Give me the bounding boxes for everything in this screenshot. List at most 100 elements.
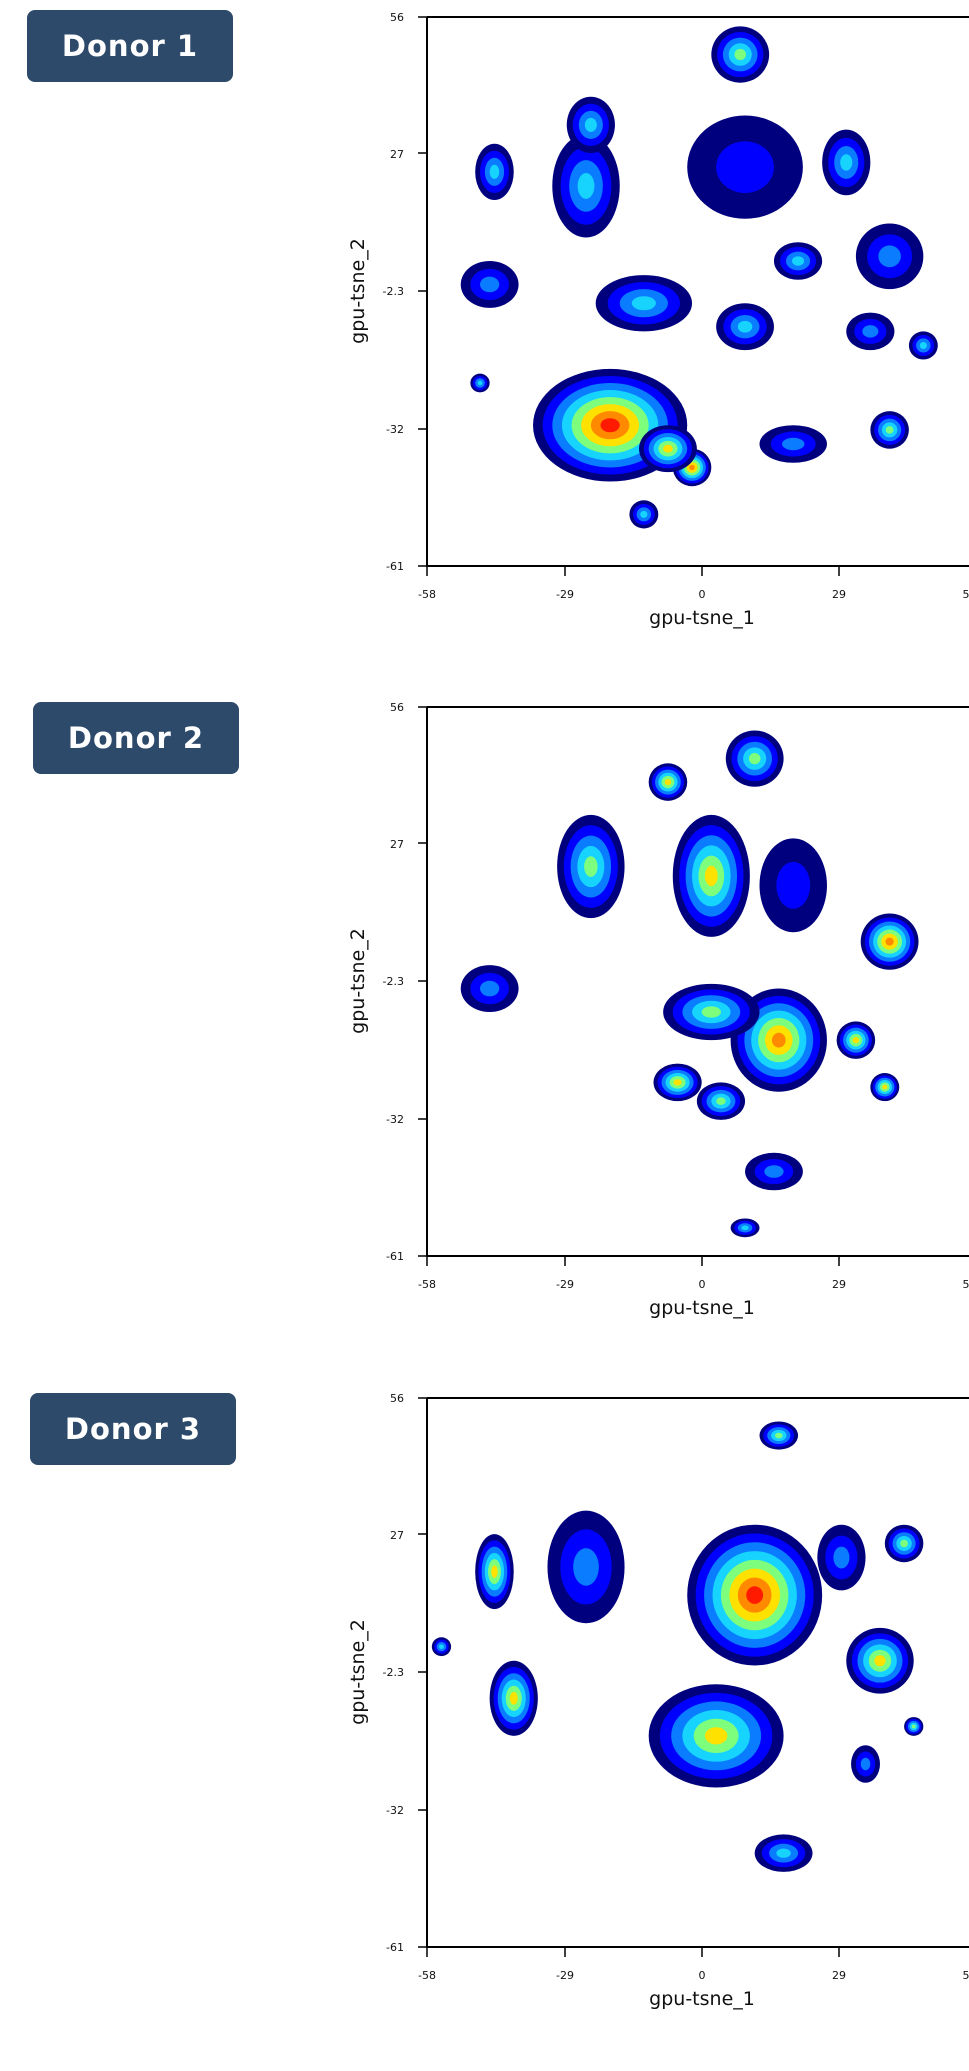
density-contour — [862, 325, 878, 338]
density-cluster — [475, 144, 514, 200]
x-tick-label: 0 — [699, 1969, 706, 1982]
x-tick-label: -29 — [556, 588, 574, 601]
x-tick-label: 29 — [832, 1278, 846, 1291]
y-tick-label: -2.3 — [383, 1666, 404, 1679]
density-cluster — [557, 815, 624, 918]
y-tick-label: -2.3 — [383, 975, 404, 988]
density-cluster — [461, 261, 519, 308]
y-tick-label: 27 — [390, 838, 404, 851]
y-tick-label: -32 — [386, 1113, 404, 1126]
density-contour — [912, 1725, 916, 1729]
chart-panel-1: Donor 1 56 27 -2.3 -32 -61 -58 -29 0 29 … — [0, 0, 969, 690]
density-contour — [738, 321, 752, 333]
density-cluster — [870, 1073, 899, 1101]
density-cluster — [760, 425, 827, 463]
x-tick-label: -58 — [418, 1278, 436, 1291]
density-contour — [480, 981, 499, 997]
density-contour — [885, 938, 893, 946]
density-cluster — [653, 1064, 701, 1102]
chart-panel-3: Donor 3 56 27 -2.3 -32 -61 -58 -29 0 29 … — [0, 1381, 969, 2071]
y-tick-label: -2.3 — [383, 285, 404, 298]
density-contour — [702, 1006, 721, 1017]
density-cluster — [755, 1834, 813, 1872]
density-contour — [510, 1692, 518, 1705]
density-cluster — [861, 913, 919, 969]
density-cluster — [673, 815, 750, 937]
density-cluster — [470, 374, 489, 393]
y-tick-label: -61 — [386, 1250, 404, 1263]
density-contour — [920, 342, 927, 349]
y-tick-label: -61 — [386, 1941, 404, 1954]
density-contour — [480, 277, 499, 293]
density-contour — [746, 1586, 763, 1604]
density-cluster — [726, 730, 784, 786]
y-tick-label: -32 — [386, 423, 404, 436]
x-tick-label: -58 — [418, 588, 436, 601]
density-cluster — [687, 1525, 822, 1666]
density-contour — [853, 1037, 859, 1043]
density-contour — [776, 862, 810, 909]
density-contour — [775, 1433, 783, 1439]
y-tick-label: -32 — [386, 1804, 404, 1817]
density-cluster — [822, 130, 870, 196]
density-cluster — [745, 1153, 803, 1191]
y-tick-label: 56 — [390, 701, 404, 714]
density-cluster — [716, 303, 774, 350]
x-tick-label: 0 — [699, 588, 706, 601]
density-contour — [705, 1727, 727, 1744]
x-axis-label: gpu-tsne_1 — [649, 607, 755, 629]
density-cluster — [856, 223, 923, 289]
density-contour — [705, 866, 718, 886]
x-tick-label: 29 — [832, 588, 846, 601]
density-contour — [689, 465, 695, 470]
density-contour — [674, 1079, 682, 1085]
density-cluster — [760, 838, 827, 932]
density-contour — [632, 296, 656, 310]
density-contour — [886, 426, 894, 434]
density-cluster — [851, 1745, 880, 1783]
y-axis-label: gpu-tsne_2 — [347, 1619, 369, 1725]
density-cluster — [760, 1421, 799, 1449]
density-contour — [792, 256, 804, 265]
density-contour — [741, 1226, 748, 1231]
density-contour — [772, 1033, 786, 1048]
y-axis-label: gpu-tsne_2 — [347, 928, 369, 1034]
x-tick-label: 29 — [832, 1969, 846, 1982]
density-contour — [716, 1097, 726, 1105]
x-tick-label: -29 — [556, 1969, 574, 1982]
x-tick-label: 5 — [963, 1278, 969, 1291]
density-cluster — [904, 1717, 923, 1736]
density-layer — [461, 26, 938, 528]
density-contour — [663, 445, 673, 453]
density-contour — [776, 1848, 790, 1857]
density-contour — [665, 779, 671, 785]
density-contour — [584, 856, 597, 877]
density-cluster — [490, 1661, 538, 1736]
density-cluster — [817, 1525, 865, 1591]
density-contour — [716, 141, 774, 193]
tsne-plot-1: 56 27 -2.3 -32 -61 -58 -29 0 29 5 gpu-ts… — [0, 0, 969, 690]
density-contour — [874, 1655, 885, 1666]
density-contour — [640, 511, 647, 518]
density-cluster — [837, 1021, 876, 1059]
density-cluster — [697, 1082, 745, 1120]
density-cluster — [711, 26, 769, 82]
density-contour — [782, 438, 804, 451]
tsne-plot-3: 56 27 -2.3 -32 -61 -58 -29 0 29 5 gpu-ts… — [0, 1381, 969, 2029]
density-cluster — [687, 116, 803, 219]
density-contour — [833, 1547, 849, 1569]
density-cluster — [639, 425, 697, 472]
density-cluster — [663, 984, 759, 1040]
density-contour — [439, 1644, 444, 1649]
density-cluster — [731, 1218, 760, 1237]
y-axis-label: gpu-tsne_2 — [347, 238, 369, 344]
density-cluster — [432, 1637, 451, 1656]
y-tick-label: 27 — [390, 148, 404, 161]
density-cluster — [547, 1511, 624, 1624]
density-contour — [734, 49, 746, 60]
x-tick-label: 5 — [963, 588, 969, 601]
density-contour — [749, 753, 761, 764]
density-cluster — [649, 763, 688, 801]
density-cluster — [885, 1525, 924, 1563]
density-contour — [490, 165, 500, 179]
